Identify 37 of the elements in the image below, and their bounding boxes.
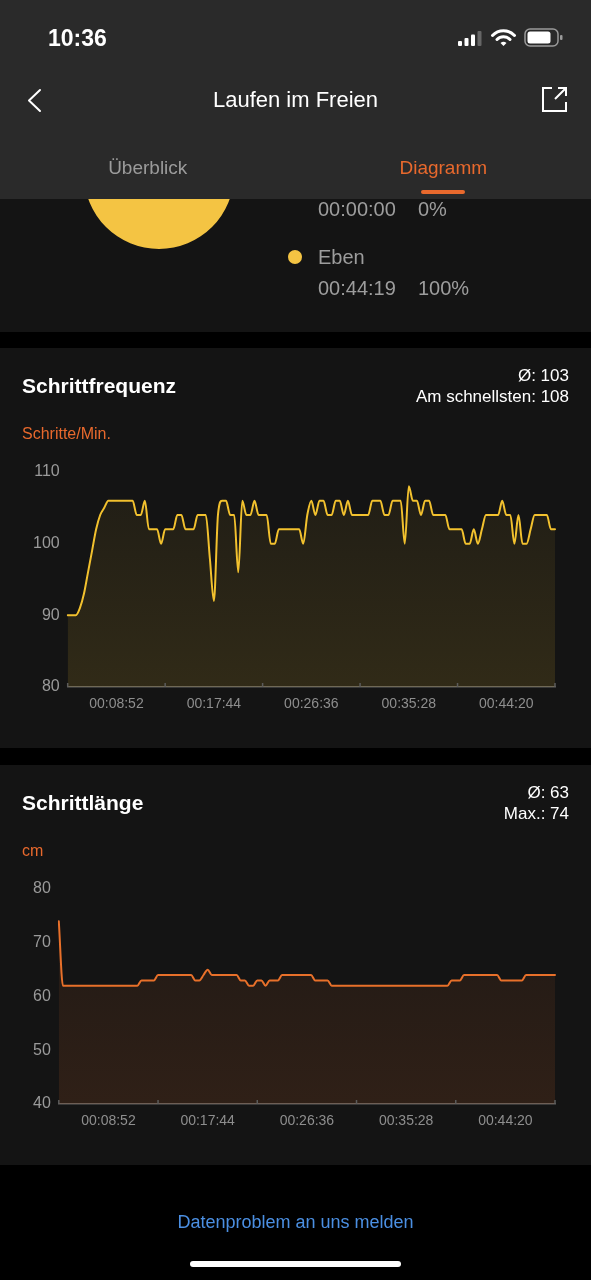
- text: Ø: 63: [527, 782, 569, 802]
- text: 0%: [418, 198, 447, 220]
- y-tick-label: 50: [33, 1040, 51, 1058]
- y-tick-label: 80: [41, 677, 60, 695]
- text: Überblick: [108, 156, 188, 178]
- y-tick-label: 40: [33, 1094, 51, 1112]
- y-axis-title: cm: [22, 842, 44, 859]
- x-tick-label: 00:08:52: [81, 1112, 136, 1129]
- x-tick-label: 00:08:52: [89, 695, 144, 712]
- text: 10:36: [48, 24, 107, 51]
- text: 100%: [418, 277, 470, 299]
- text: Am schnellsten: 108: [415, 386, 569, 406]
- x-tick-label: 00:17:44: [180, 1112, 236, 1129]
- x-tick-label: 00:17:44: [186, 695, 242, 712]
- chart-title: Schrittfrequenz: [22, 373, 177, 397]
- y-tick-label: 80: [33, 879, 51, 897]
- text: Max.: 74: [503, 803, 569, 823]
- y-tick-label: 60: [33, 986, 51, 1004]
- legend-label: Eben: [318, 246, 365, 268]
- x-tick-label: 00:26:36: [279, 1112, 335, 1129]
- text: Datenproblem an uns melden: [177, 1212, 414, 1232]
- text: Ø: 103: [517, 365, 569, 385]
- y-tick-label: 100: [32, 534, 60, 552]
- text: Diagramm: [399, 156, 488, 178]
- y-tick-label: 90: [41, 605, 60, 623]
- y-tick-label: 70: [33, 933, 51, 951]
- x-tick-label: 00:26:36: [284, 695, 339, 712]
- y-tick-label: 110: [34, 462, 60, 480]
- text: 00:00:00: [318, 198, 396, 220]
- text: Laufen im Freien: [212, 87, 379, 112]
- x-tick-label: 00:35:28: [378, 1112, 434, 1129]
- x-tick-label: 00:44:20: [479, 695, 534, 712]
- chart-title: Schrittlänge: [22, 790, 144, 814]
- x-tick-label: 00:35:28: [381, 695, 437, 712]
- y-axis-title: Schritte/Min.: [22, 425, 111, 442]
- text: 00:44:19: [318, 277, 396, 299]
- x-tick-label: 00:44:20: [478, 1112, 533, 1129]
